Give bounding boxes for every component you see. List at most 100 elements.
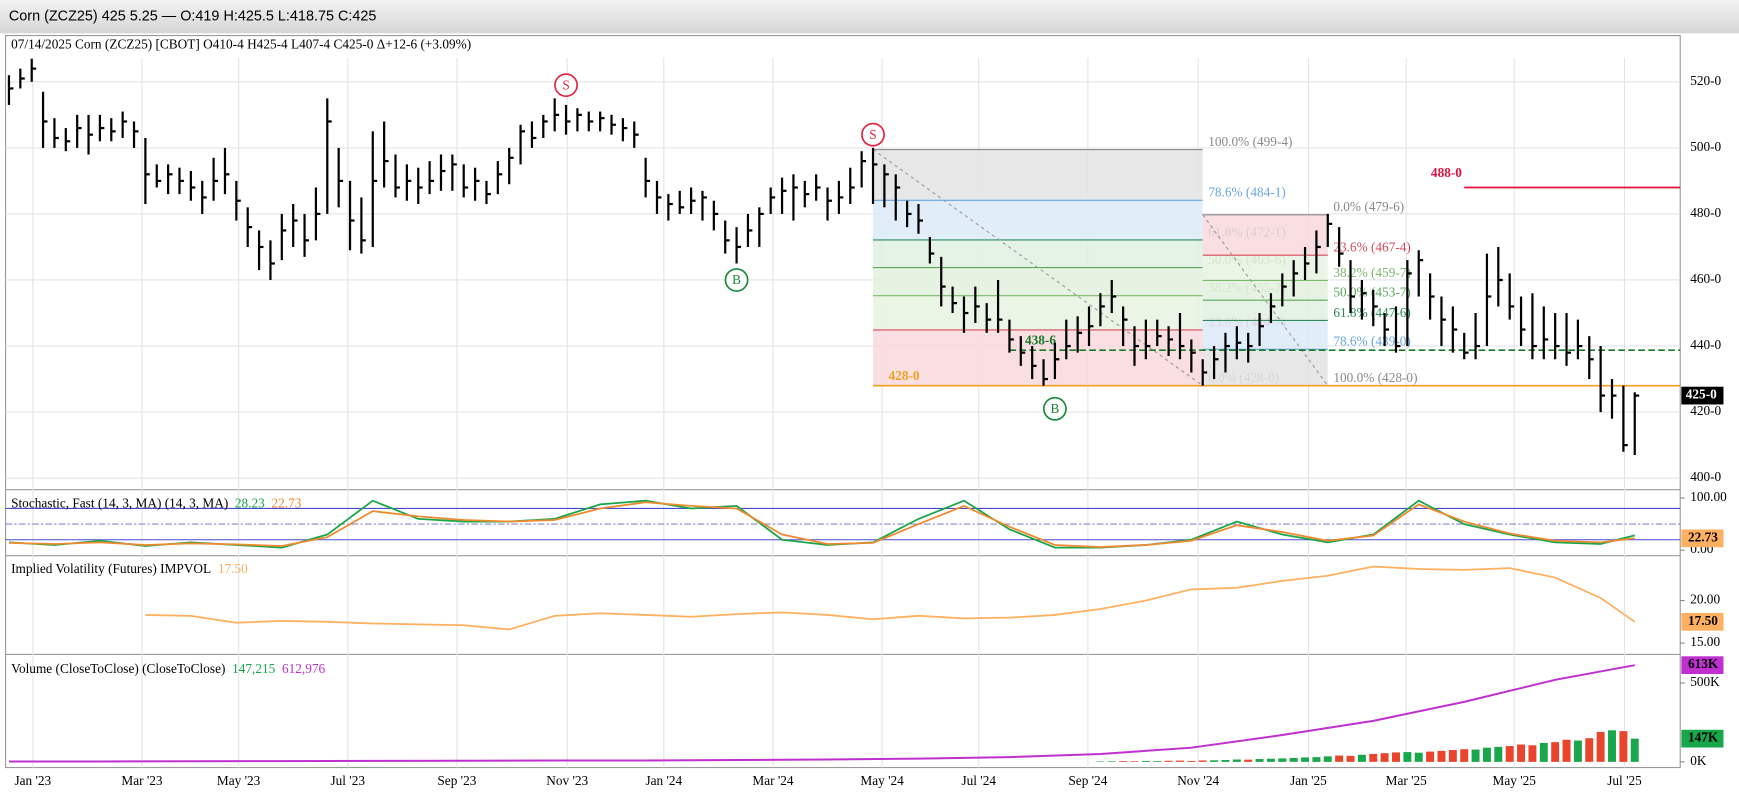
info-line: 07/14/2025 Corn (ZCZ25) [CBOT] O410-4 H4… — [11, 37, 471, 52]
volume-bar — [1562, 739, 1571, 762]
volume-bar — [1392, 752, 1400, 762]
x-tick-label: Jul '24 — [961, 773, 996, 788]
y-tick-label: 20.00 — [1690, 592, 1720, 607]
fib-band — [873, 267, 1203, 296]
volume-bar — [1414, 752, 1423, 762]
level-label: 428-0 — [889, 368, 920, 383]
x-tick-label: May '24 — [860, 773, 904, 788]
y-tick-label: 400-0 — [1690, 469, 1721, 484]
volume-bar — [1210, 760, 1219, 762]
fib-band — [1202, 300, 1328, 321]
x-tick-label: May '23 — [217, 773, 261, 788]
x-tick-label: Jul '25 — [1607, 773, 1642, 788]
signal-label: S — [562, 77, 569, 92]
fib-band — [873, 329, 1203, 386]
volume-bar — [1312, 757, 1321, 762]
y-tick-label: 500K — [1690, 674, 1720, 689]
volume-bar — [1426, 751, 1435, 762]
volume-bar — [1232, 759, 1241, 762]
volume-bar — [1539, 742, 1548, 762]
title-bar — [0, 0, 1739, 34]
fib-label: 0.0% (479-6) — [1333, 199, 1404, 214]
value-tag — [1681, 656, 1724, 675]
y-tick-label: 440-0 — [1690, 337, 1721, 352]
volume-bar — [1608, 730, 1616, 762]
volume-bar — [1471, 749, 1480, 762]
fib-label: 38.2% (459-7) — [1333, 265, 1411, 280]
volume-bar — [1175, 760, 1184, 762]
readout: Stochastic, Fast (14, 3, MA) (14, 3, MA) — [11, 496, 228, 511]
fib-label: 50.0% (453-7) — [1333, 285, 1411, 300]
price-tag — [1681, 386, 1724, 405]
volume-bar — [1596, 731, 1605, 762]
fib-band — [873, 295, 1203, 330]
volume-bar — [1119, 761, 1128, 762]
x-tick-label: Mar '24 — [752, 773, 794, 788]
value-tag-label: 17.50 — [1688, 613, 1718, 628]
x-tick-label: May '25 — [1493, 773, 1537, 788]
readout: 612,976 — [282, 661, 326, 676]
x-tick-label: Jan '24 — [645, 773, 682, 788]
signal-marker — [1042, 396, 1067, 421]
volume-bar — [1369, 753, 1378, 762]
volume-bar — [1130, 761, 1139, 762]
readout: 17.50 — [218, 561, 248, 576]
volume-bar — [1437, 750, 1446, 762]
volume-bar — [1335, 755, 1344, 762]
x-tick-label: Mar '25 — [1386, 773, 1428, 788]
volume-bar — [1528, 745, 1537, 762]
fib-label: 78.6% (484-1) — [1208, 185, 1286, 200]
y-tick-label: 100.00 — [1690, 489, 1727, 504]
fib-trend — [872, 149, 1204, 387]
fib-label: 100.0% (499-4) — [1208, 134, 1292, 149]
volume-bar — [1141, 760, 1150, 762]
value-tag — [1681, 612, 1724, 631]
volume-bar — [1460, 749, 1469, 762]
fib-label: 61.8% (447-6) — [1333, 305, 1411, 320]
x-tick-label: Nov '23 — [546, 773, 588, 788]
y-tick-label: 460-0 — [1690, 271, 1721, 286]
fib-label: 23.6% (467-4) — [1333, 240, 1411, 255]
fib-band — [873, 200, 1203, 240]
fib-trend — [1202, 214, 1329, 387]
price-tag-label: 425-0 — [1686, 387, 1717, 402]
value-tag — [1681, 729, 1724, 748]
fib-band — [1202, 255, 1328, 281]
signal-marker — [554, 73, 578, 98]
volume-bar — [1505, 746, 1514, 762]
volume-bar — [1278, 758, 1287, 762]
readout: Volume (CloseToClose) (CloseToClose) — [11, 661, 225, 676]
volume-bar — [1448, 750, 1457, 762]
plot: Jan '23 Mar '23 May '23 Jul '23 Sep '23 Nov '… — [5, 57, 1727, 788]
volume-bar — [1255, 759, 1264, 762]
fib-band — [1202, 349, 1328, 386]
x-tick-label: Sep '23 — [437, 773, 476, 788]
level-label: 438-6 — [1025, 332, 1056, 347]
volume-bar — [1619, 731, 1628, 762]
fib-band — [1202, 214, 1328, 256]
series-line — [8, 664, 1635, 763]
window-title: Corn (ZCZ25) 425 5.25 — O:419 H:425.5 L:… — [9, 9, 377, 25]
volume-bar — [1346, 755, 1355, 762]
y-tick-label: 15.00 — [1690, 634, 1720, 649]
value-tag — [1681, 529, 1724, 548]
volume-bar — [1573, 740, 1582, 762]
readout: Implied Volatility (Futures) IMPVOL — [11, 561, 211, 576]
volume-bar — [1289, 757, 1298, 762]
volume-bar — [1198, 760, 1207, 762]
value-tag-label: 22.73 — [1688, 529, 1718, 544]
y-tick-label: 520-0 — [1690, 73, 1721, 88]
volume-bar — [1323, 756, 1332, 762]
signal-label: B — [1050, 401, 1059, 416]
volume-bar — [1221, 759, 1230, 762]
volume-bar — [1107, 761, 1116, 762]
fib-band — [1202, 320, 1328, 350]
x-tick-label: Jul '23 — [330, 773, 365, 788]
readout: 28.23 — [235, 496, 265, 511]
signal-label: B — [732, 272, 741, 287]
volume-bar — [1403, 752, 1412, 762]
volume-bar — [1630, 738, 1639, 762]
signal-label: S — [869, 127, 876, 142]
volume-bar — [1380, 753, 1389, 762]
